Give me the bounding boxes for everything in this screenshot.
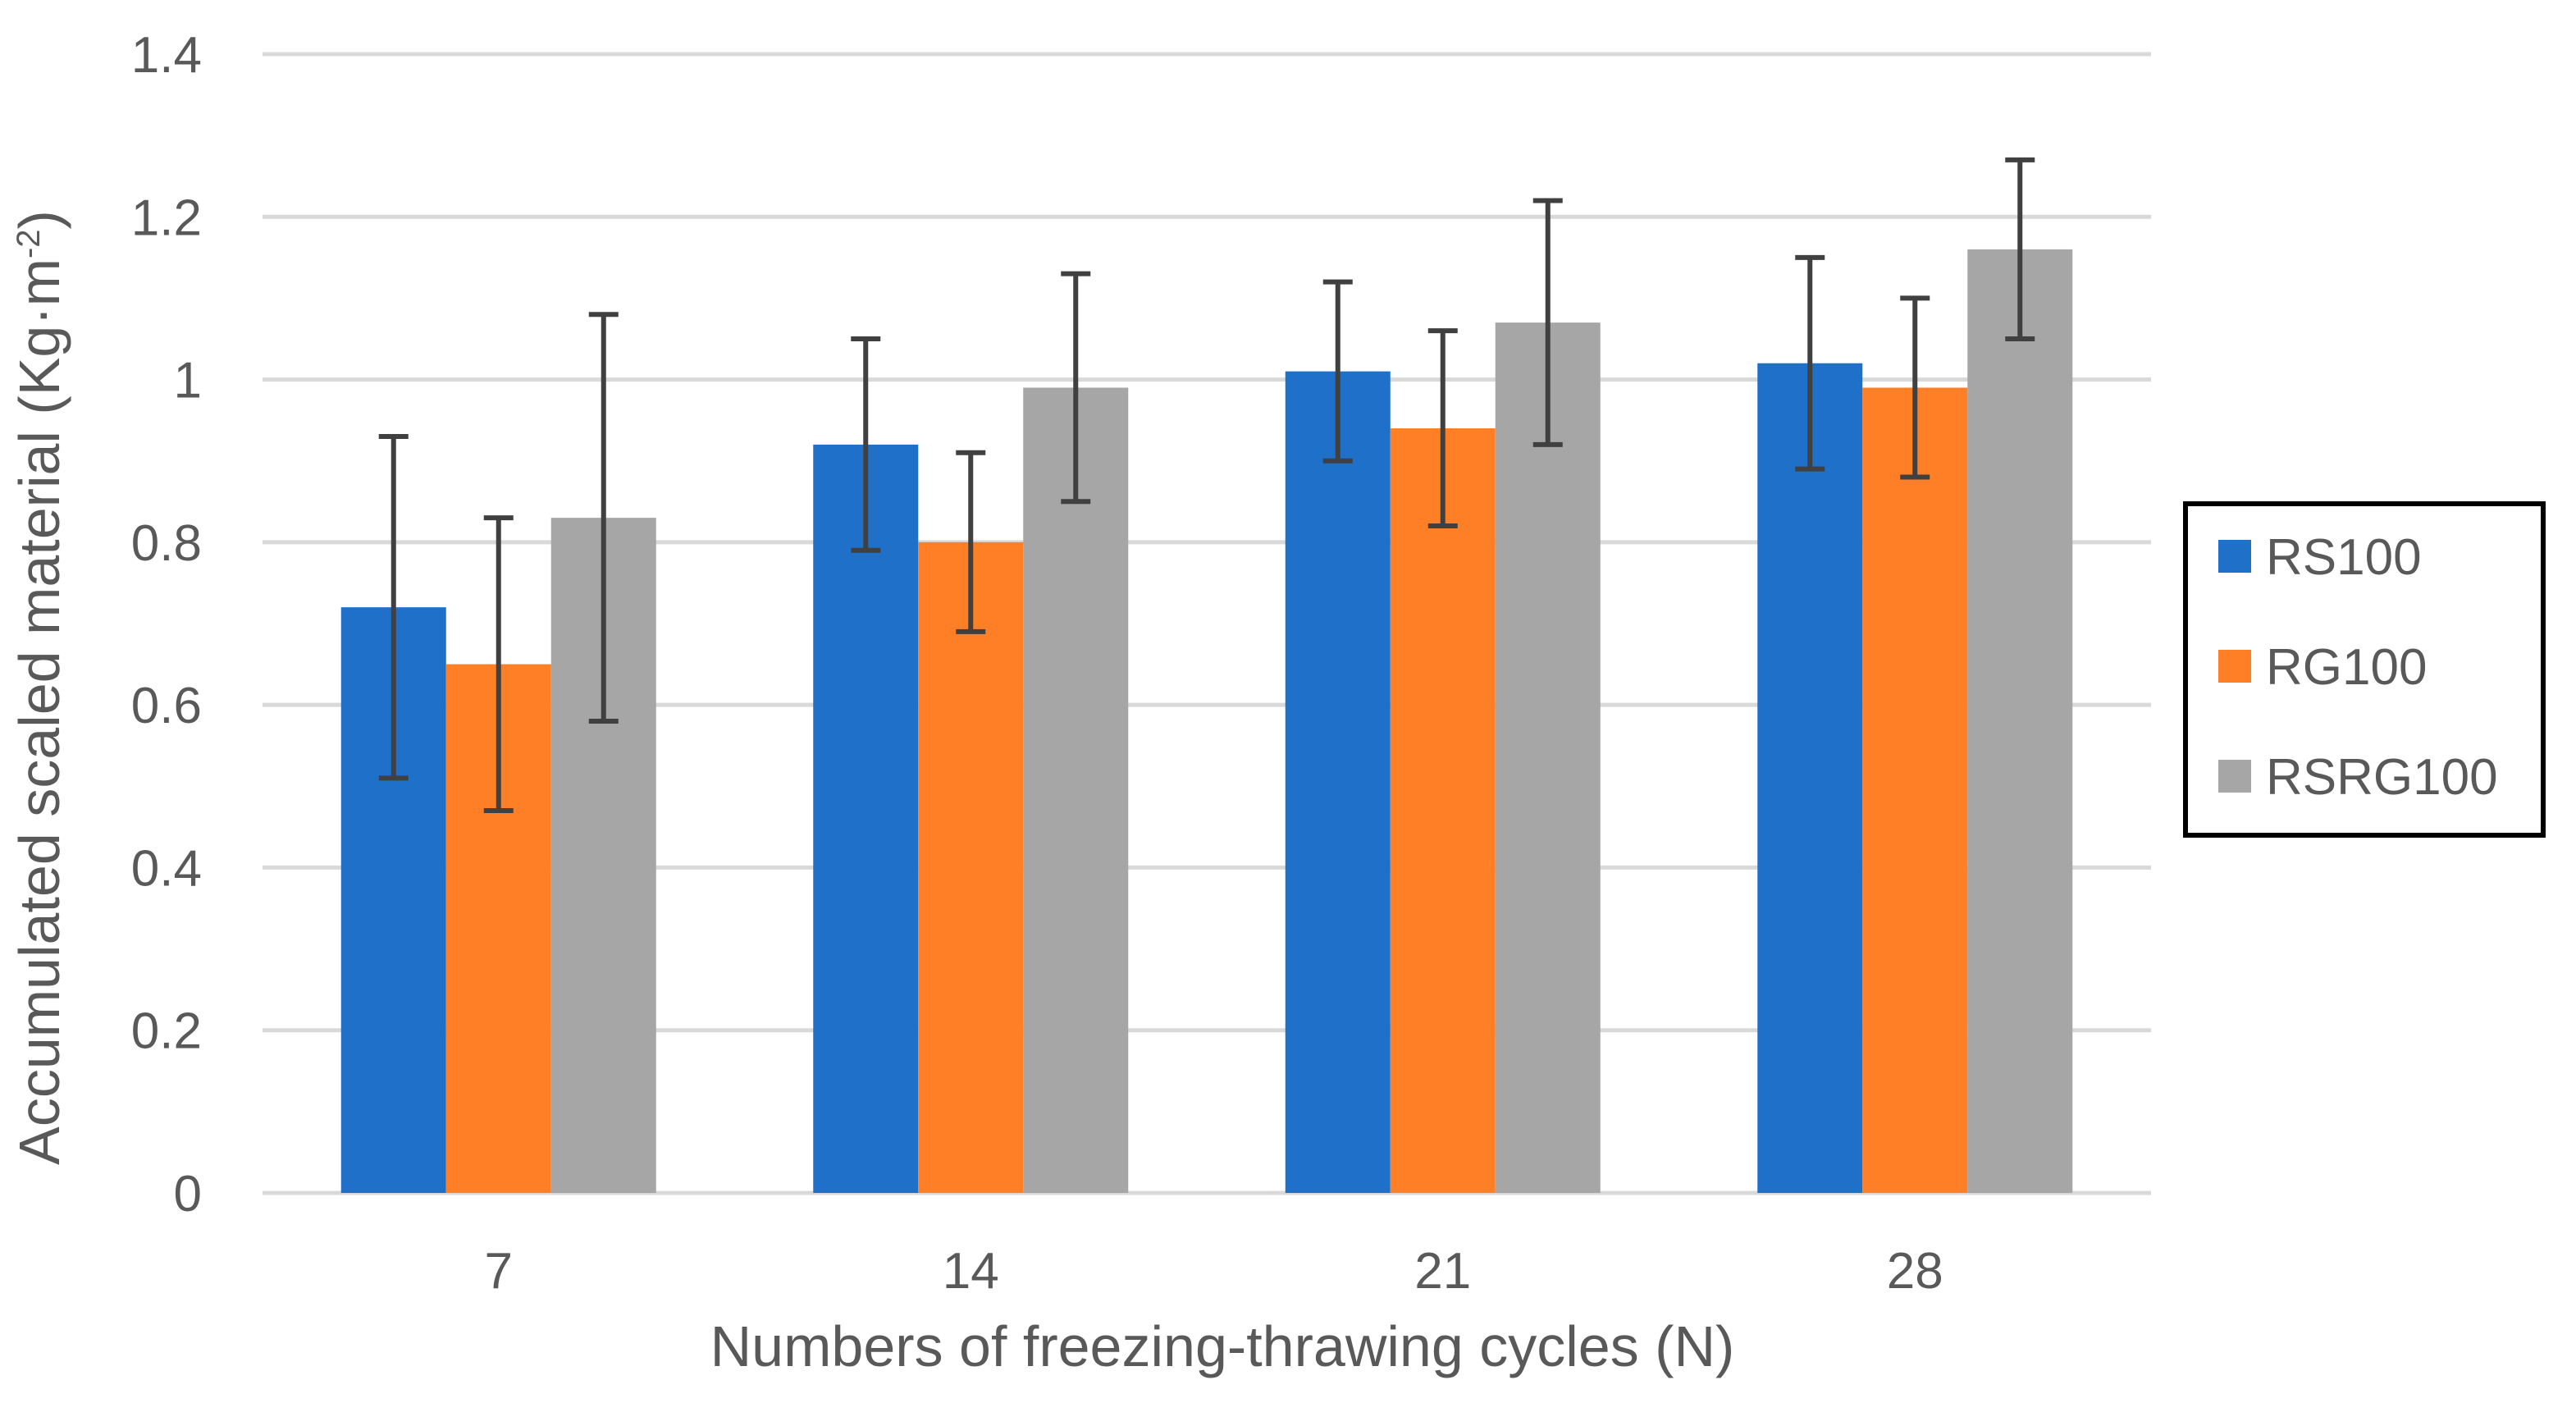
- error-bar-rg100-28: [1900, 295, 1930, 480]
- bar-rs100-28: [1757, 363, 1863, 1193]
- bar-rg100-14: [918, 541, 1024, 1193]
- x-tick-label: 21: [1414, 1243, 1471, 1300]
- error-bar-rs100-28: [1795, 254, 1825, 472]
- bars: [340, 249, 2073, 1194]
- y-axis-title: Accumulated scaled material (Kg·m-2): [7, 210, 71, 1165]
- error-bars: [378, 157, 2035, 814]
- error-bar-rsrg100-14: [1061, 271, 1091, 505]
- y-tick-label: 1: [174, 353, 202, 409]
- error-bar-rs100-21: [1322, 279, 1353, 464]
- y-axis-title-close: ): [7, 210, 71, 229]
- bar-rsrg100-21: [1495, 322, 1601, 1194]
- legend-label: RG100: [2266, 639, 2427, 696]
- legend-swatch: [2218, 540, 2251, 573]
- y-tick-label: 0.2: [131, 1003, 202, 1060]
- bar-rg100-21: [1390, 428, 1496, 1193]
- y-tick-label: 0: [174, 1166, 202, 1222]
- error-bar-rg100-14: [956, 450, 986, 634]
- x-tick-label: 14: [943, 1243, 999, 1300]
- legend-item-rsrg100: RSRG100: [2218, 749, 2498, 806]
- y-axis-ticks: 0 0.2 0.4 0.6 0.8 1 1.2 1.4: [131, 27, 202, 1222]
- bar-rsrg100-14: [1023, 387, 1129, 1193]
- bar-rg100-28: [1862, 387, 1968, 1193]
- y-axis-title-superscript: -2: [11, 229, 47, 258]
- error-bar-rs100-14: [851, 336, 881, 553]
- error-bar-rsrg100-28: [2005, 157, 2035, 341]
- bar-rs100-14: [813, 444, 919, 1193]
- y-axis-title-main: Accumulated scaled material (Kg·m: [7, 258, 71, 1165]
- bar-rs100-21: [1285, 371, 1391, 1194]
- legend-item-rs100: RS100: [2218, 529, 2422, 586]
- legend-item-rg100: RG100: [2218, 639, 2427, 696]
- x-tick-label: 7: [485, 1243, 513, 1300]
- legend-swatch: [2218, 650, 2251, 683]
- legend-swatch: [2218, 760, 2251, 793]
- bar-rsrg100-28: [1967, 249, 2073, 1193]
- legend-label: RS100: [2266, 529, 2422, 586]
- x-axis-ticks: 7 14 21 28: [485, 1243, 1943, 1300]
- error-bar-rsrg100-21: [1532, 198, 1563, 447]
- y-tick-label: 1.2: [131, 190, 202, 246]
- y-tick-label: 0.8: [131, 515, 202, 572]
- error-bar-rsrg100-7: [588, 312, 619, 724]
- error-bar-rg100-21: [1427, 328, 1458, 529]
- x-axis-title: Numbers of freezing-thrawing cycles (N): [710, 1314, 1735, 1378]
- y-tick-label: 0.4: [131, 840, 202, 897]
- legend-label: RSRG100: [2266, 749, 2498, 806]
- error-bar-rs100-7: [378, 433, 409, 781]
- y-tick-label: 0.6: [131, 678, 202, 734]
- y-tick-label: 1.4: [131, 27, 202, 84]
- legend: RS100 RG100 RSRG100: [2183, 501, 2546, 838]
- error-bar-rg100-7: [483, 515, 514, 814]
- x-tick-label: 28: [1887, 1243, 1943, 1300]
